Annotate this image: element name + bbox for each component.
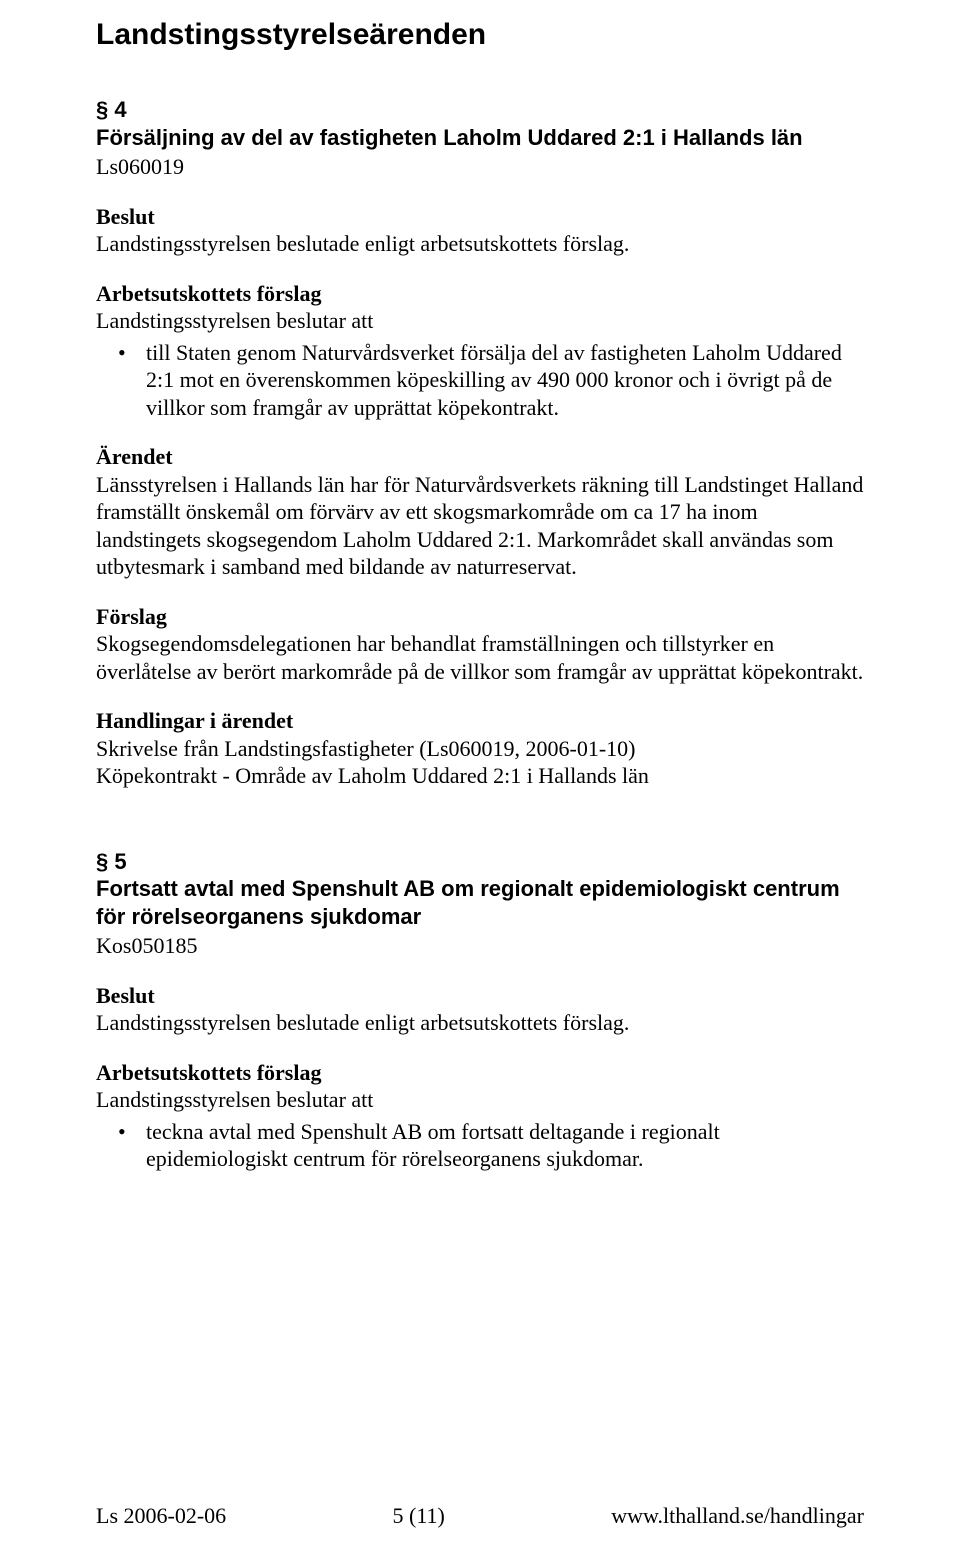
footer-center: 5 (11) [393,1503,445,1529]
handlingar-line-1: Skrivelse från Landstingsfastigheter (Ls… [96,735,864,763]
document-page: Landstingsstyrelseärenden § 4 Försäljnin… [0,0,960,1547]
arendet-text: Länsstyrelsen i Hallands län har för Nat… [96,471,864,581]
section-5: § 5 Fortsatt avtal med Spenshult AB om r… [96,848,864,1173]
footer-right: www.lthalland.se/handlingar [611,1503,864,1529]
forslag-text: Skogsegendomsdelegationen har behandlat … [96,630,864,685]
section-4-caseno: Ls060019 [96,153,864,181]
section-5-title: Fortsatt avtal med Spenshult AB om regio… [96,875,864,930]
section-4-title: Försäljning av del av fastigheten Laholm… [96,124,864,152]
section-5-marker: § 5 [96,848,864,876]
section-gap [96,790,864,848]
page-title: Landstingsstyrelseärenden [96,18,864,52]
arendet-label: Ärendet [96,443,864,471]
page-footer: Ls 2006-02-06 5 (11) www.lthalland.se/ha… [96,1503,864,1529]
section-4-bullets: till Staten genom Naturvårdsverket försä… [96,339,864,422]
handlingar-label: Handlingar i ärendet [96,707,864,735]
footer-left: Ls 2006-02-06 [96,1503,226,1529]
section-5-caseno: Kos050185 [96,932,864,960]
list-item: teckna avtal med Spenshult AB om fortsat… [146,1118,864,1173]
section-5-bullets: teckna avtal med Spenshult AB om fortsat… [96,1118,864,1173]
au-forslag-text: Landstingsstyrelsen beslutar att [96,307,864,335]
section-4-marker: § 4 [96,96,864,124]
section-4: § 4 Försäljning av del av fastigheten La… [96,96,864,790]
beslut-label-5: Beslut [96,982,864,1010]
forslag-label: Förslag [96,603,864,631]
beslut-text: Landstingsstyrelsen beslutade enligt arb… [96,230,864,258]
handlingar-line-2: Köpekontrakt - Område av Laholm Uddared … [96,762,864,790]
au-forslag-label: Arbetsutskottets förslag [96,280,864,308]
list-item: till Staten genom Naturvårdsverket försä… [146,339,864,422]
au-forslag-label-5: Arbetsutskottets förslag [96,1059,864,1087]
beslut-label: Beslut [96,203,864,231]
beslut-text-5: Landstingsstyrelsen beslutade enligt arb… [96,1009,864,1037]
au-forslag-text-5: Landstingsstyrelsen beslutar att [96,1086,864,1114]
